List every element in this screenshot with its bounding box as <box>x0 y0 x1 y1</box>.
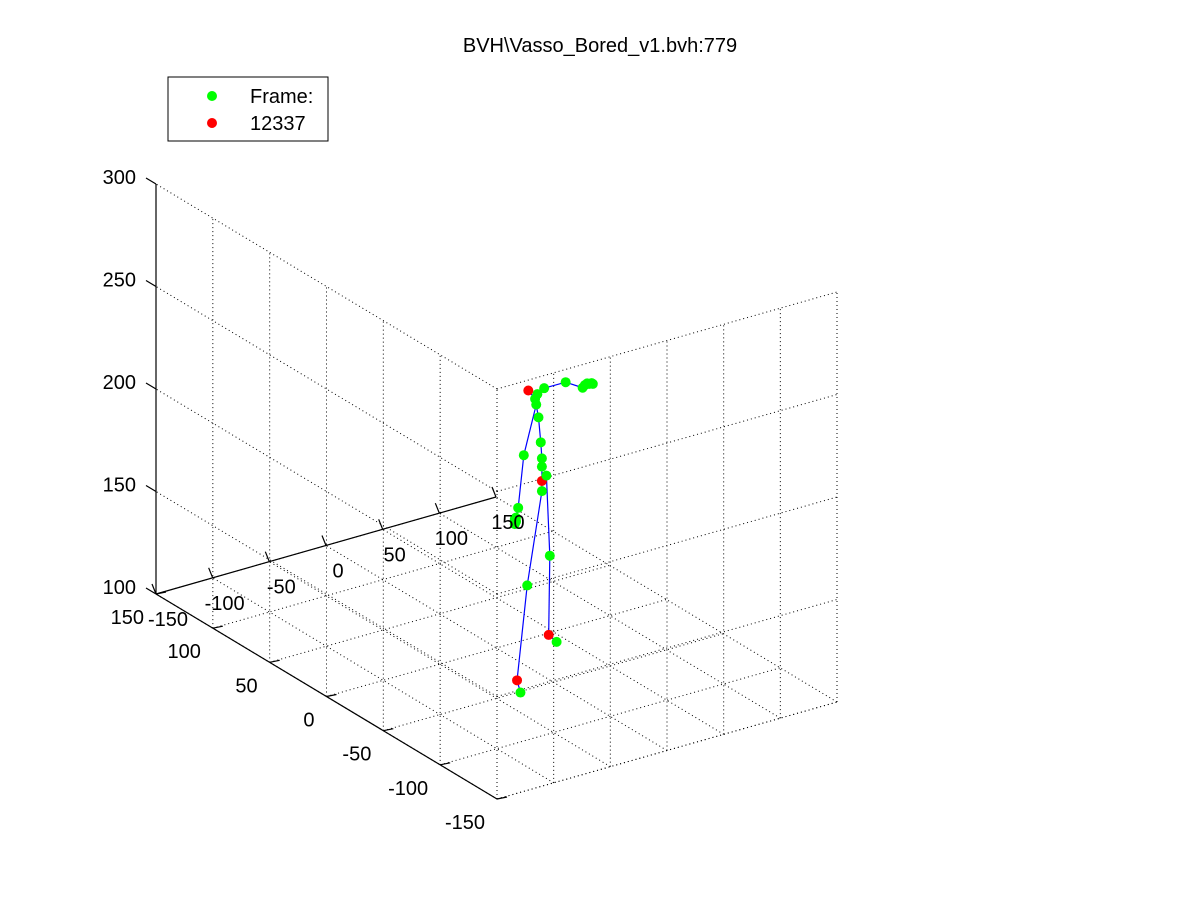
joint-l_hand5 <box>509 513 520 524</box>
grid-line-floor-y <box>269 564 610 663</box>
axes-layer <box>145 177 508 800</box>
z-tick-mark <box>145 484 157 493</box>
y-tick-label: -100 <box>388 778 428 800</box>
legend-label-frame: Frame: <box>250 86 313 108</box>
joint-r_foot <box>551 636 562 647</box>
z-tick-mark <box>145 382 157 390</box>
z-tick-label: 150 <box>103 475 136 497</box>
joints-layer <box>509 377 598 698</box>
z-tick-mark <box>145 587 157 595</box>
grid-line-floor-x <box>212 577 554 784</box>
legend-marker-frame-number <box>207 118 217 128</box>
joint-l_elbow <box>518 450 529 461</box>
grid-layer <box>155 183 838 800</box>
y-tick-mark <box>326 693 337 698</box>
tick-labels: -150-100-50050100150-150-100-50050100150… <box>103 167 525 834</box>
x-tick-mark <box>321 535 327 546</box>
grid-line-wall-x-horizontal <box>496 599 838 697</box>
grid-line-floor-y <box>326 599 667 697</box>
y-tick-mark <box>496 796 508 800</box>
joint-l_foot <box>515 687 526 698</box>
grid-line-floor-x <box>439 512 781 719</box>
grid-line-wall-y-horizontal <box>155 286 498 492</box>
joint-head_end <box>523 385 534 396</box>
joint-r_shoulder <box>539 383 550 394</box>
x-tick-label: 50 <box>384 544 406 566</box>
y-tick-mark <box>440 762 451 766</box>
bone-r_knee-r_ankle <box>548 555 551 635</box>
legend: Frame: 12337 <box>167 76 329 142</box>
y-tick-mark <box>269 659 280 663</box>
bone-l_elbow-l_wrist <box>517 455 525 508</box>
bone-r_hip-r_knee <box>545 475 551 556</box>
joint-l_ankle <box>512 675 523 686</box>
y-tick-label: 100 <box>167 641 200 663</box>
joint-head <box>532 389 543 400</box>
joint-l_hip <box>536 486 547 497</box>
x-tick-mark <box>264 551 270 562</box>
legend-marker-frame <box>207 91 217 101</box>
grid-line-floor-y <box>212 530 553 629</box>
z-tick-label: 100 <box>103 577 136 599</box>
grid-line-floor-x <box>495 496 838 703</box>
grid-line-wall-x-horizontal <box>496 701 838 800</box>
x-tick-label: 0 <box>332 561 343 583</box>
grid-line-wall-x-horizontal <box>496 496 838 595</box>
z-tick-mark <box>145 279 157 288</box>
joint-r_hip <box>541 470 552 481</box>
y-tick-mark <box>155 591 167 595</box>
joint-l_wrist <box>513 502 524 513</box>
y-tick-label: -150 <box>445 812 485 834</box>
bone-l_shoulder-l_elbow <box>523 404 537 456</box>
grid-line-floor-y <box>440 667 781 766</box>
joint-r_elbow <box>560 377 571 388</box>
z-tick-label: 250 <box>103 270 136 292</box>
bones-layer <box>515 381 586 693</box>
grid-line-wall-x-horizontal <box>496 394 838 492</box>
chart-title: BVH\Vasso_Bored_v1.bvh:779 <box>463 35 737 57</box>
joint-l_knee <box>522 580 533 591</box>
joint-spine2 <box>535 437 546 448</box>
y-tick-label: 0 <box>303 710 314 732</box>
x-tick-label: -50 <box>267 577 296 599</box>
bone-l_hip-l_knee <box>526 490 543 586</box>
y-tick-label: 150 <box>111 607 144 629</box>
y-tick-mark <box>383 728 394 732</box>
x-tick-mark <box>151 583 157 595</box>
y-tick-mark <box>212 625 223 629</box>
x-tick-label: 100 <box>435 528 468 550</box>
z-tick-label: 300 <box>103 167 136 189</box>
z-tick-label: 200 <box>103 372 136 394</box>
joint-spine <box>536 461 547 472</box>
x-tick-mark <box>491 486 497 498</box>
grid-line-floor-x <box>382 528 724 735</box>
x-tick-label: -150 <box>148 609 188 631</box>
joint-spine1 <box>536 453 547 464</box>
legend-box <box>167 76 329 142</box>
joint-r_hand5 <box>587 378 598 389</box>
joint-neck <box>533 412 544 423</box>
z-tick-mark <box>145 177 157 185</box>
x-tick-label: 150 <box>491 512 524 534</box>
x-tick-mark <box>208 567 214 579</box>
joint-r_ankle <box>543 629 554 640</box>
bone-l_knee-l_ankle <box>516 585 528 681</box>
x-tick-mark <box>434 502 440 514</box>
grid-line-wall-y-horizontal <box>155 183 498 390</box>
joint-l_shoulder <box>531 399 542 410</box>
y-tick-label: 50 <box>235 675 257 697</box>
x-tick-mark <box>378 519 384 530</box>
x-tick-label: -100 <box>205 593 245 615</box>
joint-r_knee <box>544 550 555 561</box>
legend-label-frame-number: 12337 <box>250 113 306 135</box>
y-tick-label: -50 <box>342 744 371 766</box>
grid-line-wall-x-horizontal <box>496 291 838 390</box>
